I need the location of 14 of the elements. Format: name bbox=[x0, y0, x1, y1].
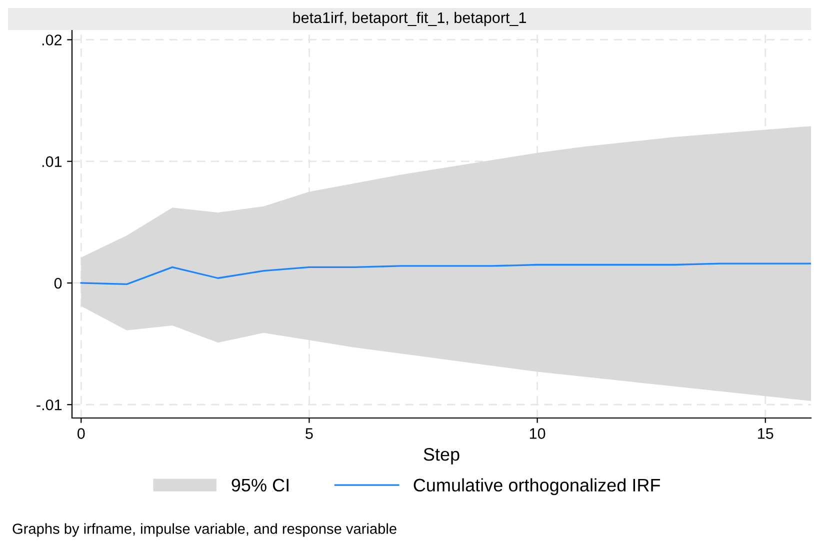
legend-label: Cumulative orthogonalized IRF bbox=[414, 478, 660, 496]
text: 95% CI bbox=[232, 478, 288, 492]
y-tick-label: 0 bbox=[54, 278, 62, 289]
x-tick-label: 10 bbox=[530, 428, 546, 439]
x-tick-label: 5 bbox=[306, 428, 313, 439]
line-series bbox=[80, 262, 811, 286]
x-tick-label: 0 bbox=[77, 428, 85, 439]
y-tick-label: -.01 bbox=[36, 399, 62, 410]
y-tick-label: .02 bbox=[42, 34, 62, 46]
text: Graphs by irfname, impulse variable, and response variable bbox=[12, 523, 396, 537]
x-axis-title: Step bbox=[424, 448, 460, 464]
chart-title: beta1irf, betaport_fit_1, betaport_1 bbox=[293, 12, 526, 26]
y-tick-label: .01 bbox=[42, 156, 62, 168]
x-tick-label: 15 bbox=[758, 428, 774, 439]
